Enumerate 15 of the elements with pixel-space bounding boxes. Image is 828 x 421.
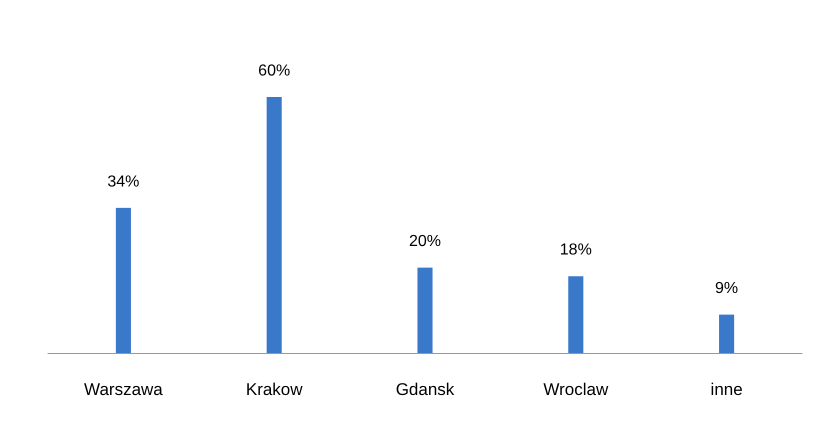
data-label: 9% bbox=[715, 280, 738, 298]
bar bbox=[266, 97, 282, 353]
bar bbox=[116, 208, 131, 353]
x-tick-label: inne bbox=[710, 380, 743, 399]
x-tick-label: Krakow bbox=[246, 380, 304, 399]
bar bbox=[417, 268, 433, 353]
data-label: 60% bbox=[258, 62, 290, 80]
data-label: 34% bbox=[107, 173, 140, 190]
x-tick-label: Gdansk bbox=[396, 380, 455, 399]
x-tick-label: Warszawa bbox=[84, 380, 164, 399]
data-label: 20% bbox=[408, 233, 442, 250]
x-tick-label: Wroclaw bbox=[543, 380, 609, 399]
data-label: 18% bbox=[560, 242, 592, 259]
bar bbox=[568, 276, 584, 353]
bar bbox=[719, 314, 734, 353]
